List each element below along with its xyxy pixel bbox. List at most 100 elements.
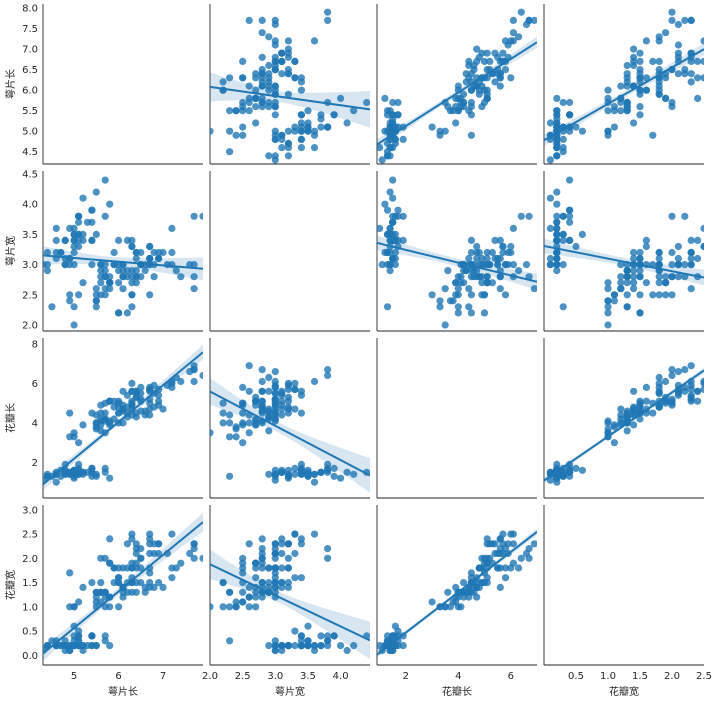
scatter-point (655, 57, 663, 65)
scatter-point (271, 377, 279, 386)
scatter-point (467, 273, 475, 281)
panel-sw-vs-sw (209, 171, 370, 332)
scatter-point (604, 309, 612, 317)
scatter-point (674, 41, 683, 49)
scatter-point (617, 107, 625, 115)
scatter-point (674, 254, 683, 263)
x-tick-label: 2 (403, 671, 409, 682)
scatter-point (97, 279, 105, 287)
scatter-point (566, 218, 574, 226)
scatter-point (258, 545, 266, 553)
scatter-point (488, 248, 496, 257)
scatter-point (252, 588, 260, 596)
scatter-point (52, 236, 60, 244)
scatter-point (128, 242, 136, 251)
scatter-point (655, 248, 663, 257)
scatter-point (101, 267, 109, 275)
scatter-point (324, 466, 332, 474)
scatter-point (92, 303, 100, 311)
scatter-point (454, 285, 462, 293)
scatter-point (199, 371, 203, 380)
scatter-point (491, 540, 499, 548)
scatter-point (467, 248, 475, 257)
scatter-point (623, 98, 631, 107)
scatter-point (363, 98, 370, 107)
scatter-point (700, 57, 704, 65)
scatter-point (687, 248, 695, 257)
scatter-point (473, 242, 481, 251)
scatter-point (88, 236, 96, 244)
scatter-point (668, 103, 676, 111)
scatter-point (377, 144, 384, 152)
scatter-point (465, 285, 473, 293)
scatter-point (636, 254, 644, 263)
scatter-point (553, 188, 561, 196)
scatter-point (146, 291, 154, 299)
scatter-point (291, 379, 299, 387)
scatter-point (97, 579, 105, 587)
scatter-point (465, 107, 473, 115)
scatter-point (101, 176, 109, 184)
scatter-point (700, 74, 704, 82)
scatter-point (70, 242, 78, 251)
scatter-point (655, 403, 663, 411)
scatter-point (668, 395, 676, 403)
scatter-point (226, 419, 234, 427)
scatter-point (70, 303, 78, 311)
scatter-point (128, 291, 136, 299)
scatter-point (92, 291, 100, 299)
x-tick-label: 1.0 (600, 671, 616, 682)
scatter-point (486, 540, 494, 548)
y-tick-label: 6.5 (22, 65, 38, 76)
scatter-point (284, 564, 292, 572)
scatter-point (61, 460, 69, 468)
scatter-point (337, 94, 345, 102)
scatter-point (271, 397, 279, 405)
scatter-point (642, 236, 651, 244)
scatter-point (428, 123, 436, 131)
scatter-point (630, 119, 638, 127)
scatter-point (617, 279, 625, 287)
scatter-point (245, 429, 253, 437)
scatter-point (441, 603, 449, 611)
scatter-point (278, 549, 286, 558)
scatter-point (566, 111, 574, 119)
scatter-point (394, 111, 402, 119)
scatter-point (553, 200, 561, 208)
scatter-point (491, 254, 499, 263)
scatter-point (504, 248, 512, 257)
scatter-point (141, 583, 149, 592)
scatter-point (389, 236, 397, 244)
scatter-point (578, 127, 587, 135)
scatter-point (265, 579, 273, 587)
scatter-point (454, 303, 462, 311)
scatter-point (324, 632, 332, 640)
scatter-point (265, 642, 273, 650)
scatter-point (297, 135, 305, 143)
scatter-point (530, 540, 537, 548)
panel-pw-vs-sw (209, 505, 370, 666)
scatter-point (271, 540, 279, 548)
scatter-point (525, 16, 533, 24)
scatter-point (297, 540, 305, 548)
scatter-point (304, 107, 312, 115)
scatter-point (546, 254, 555, 263)
scatter-point (617, 98, 625, 107)
scatter-point (137, 579, 145, 587)
scatter-point (491, 78, 499, 86)
scatter-point (623, 61, 631, 70)
scatter-point (330, 464, 338, 472)
scatter-point (389, 98, 397, 107)
scatter-point (389, 176, 397, 184)
scatter-point (291, 574, 299, 582)
scatter-point (219, 579, 227, 587)
scatter-point (284, 381, 292, 389)
scatter-point (623, 78, 631, 86)
scatter-point (66, 224, 74, 232)
scatter-point (444, 588, 452, 596)
scatter-point (97, 401, 105, 409)
scatter-point (617, 405, 625, 413)
scatter-point (265, 152, 273, 160)
scatter-point (284, 579, 292, 587)
scatter-point (239, 559, 247, 567)
